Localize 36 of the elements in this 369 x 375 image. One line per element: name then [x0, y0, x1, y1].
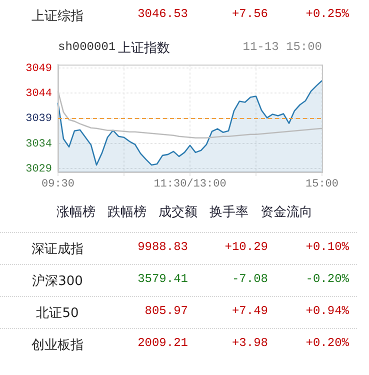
x-tick-label: 11:30/13:00: [154, 178, 226, 191]
text: -0.20%: [304, 272, 349, 286]
text: 3579.41: [136, 272, 188, 286]
text: 沪深300: [31, 273, 84, 290]
text: +0.94%: [304, 304, 349, 318]
text: 创业板指: [30, 337, 84, 354]
text: +7.56: [230, 7, 268, 21]
chart-subtitle: sh000001: [58, 40, 116, 54]
text: 9988.83: [136, 240, 188, 254]
y-tick-label: 3029: [26, 163, 52, 176]
text: 资金流向: [260, 204, 312, 221]
text: 深证成指: [30, 241, 84, 258]
text: 成交额: [158, 204, 198, 221]
y-tick-label: 3039: [26, 113, 52, 126]
y-tick-label: 3034: [26, 138, 52, 150]
text: 跌幅榜: [108, 204, 146, 221]
text: +0.10%: [304, 240, 349, 254]
text: 涨幅榜: [56, 204, 96, 221]
text: 11-13 15:00: [242, 40, 322, 54]
text: 2009.21: [136, 336, 188, 350]
text: 北证50: [35, 305, 80, 322]
text: 上证综指: [30, 8, 84, 25]
text: 805.97: [144, 304, 188, 318]
y-tick-label: 3049: [26, 63, 52, 76]
text: +0.25%: [304, 7, 349, 21]
x-tick-label: 09:30: [41, 178, 75, 191]
y-tick-label: 3044: [26, 88, 52, 100]
text: -7.08: [230, 272, 268, 286]
text: +0.20%: [304, 336, 349, 350]
text: +10.29: [224, 240, 268, 254]
text: 换手率: [210, 204, 248, 221]
x-tick-label: 15:00: [305, 178, 339, 191]
chart-title: 上证指数: [118, 40, 170, 57]
text: +3.98: [230, 336, 268, 350]
text: 3046.53: [136, 7, 188, 21]
text: +7.49: [230, 304, 268, 318]
